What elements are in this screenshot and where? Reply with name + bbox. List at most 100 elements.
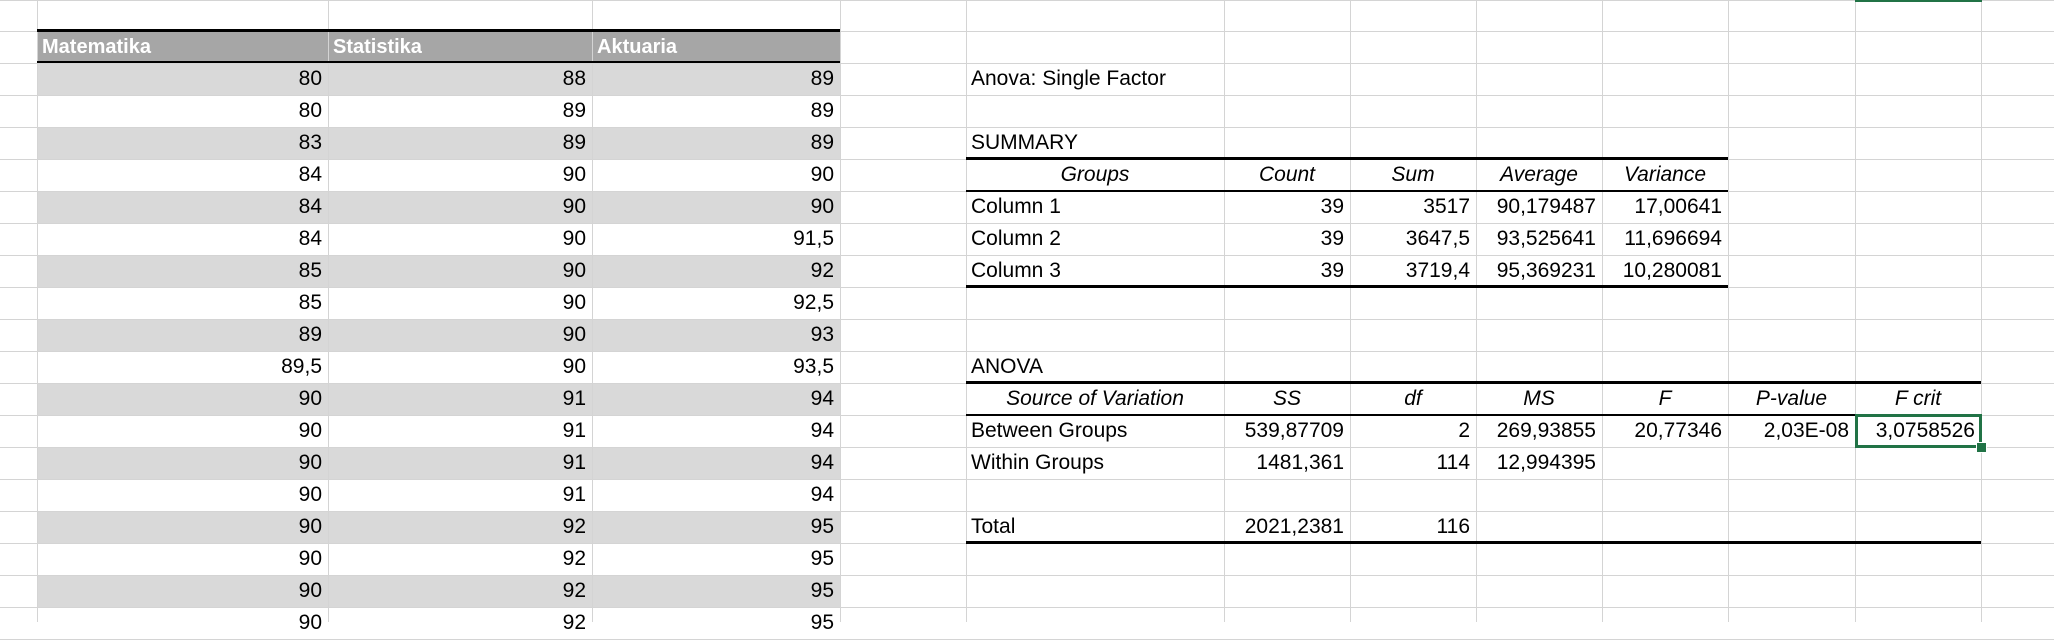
data-cell[interactable]: 90 bbox=[298, 579, 322, 602]
summary-header-groups[interactable]: Groups bbox=[1060, 163, 1130, 186]
anova-cell[interactable]: 3,0758526 bbox=[1875, 419, 1975, 442]
summary-header-sum[interactable]: Sum bbox=[1391, 163, 1435, 186]
data-cell[interactable]: 95 bbox=[810, 515, 834, 538]
summary-cell[interactable]: 39 bbox=[1320, 227, 1344, 250]
data-cell[interactable]: 90 bbox=[298, 515, 322, 538]
anova-cell[interactable]: 114 bbox=[1436, 451, 1470, 474]
data-cell[interactable]: 92 bbox=[562, 547, 586, 570]
data-cell[interactable]: 90 bbox=[562, 355, 586, 378]
data-cell[interactable]: 80 bbox=[298, 99, 322, 122]
summary-group-label[interactable]: Column 3 bbox=[971, 259, 1061, 282]
data-cell[interactable]: 90 bbox=[562, 259, 586, 282]
summary-cell[interactable]: 90,179487 bbox=[1496, 195, 1596, 218]
summary-group-label[interactable]: Column 1 bbox=[971, 195, 1061, 218]
anova-cell[interactable]: 2,03E-08 bbox=[1763, 419, 1849, 442]
summary-header-variance[interactable]: Variance bbox=[1623, 163, 1707, 186]
data-cell[interactable]: 90 bbox=[298, 547, 322, 570]
data-cell[interactable]: 92 bbox=[562, 579, 586, 602]
anova-title[interactable]: Anova: Single Factor bbox=[971, 67, 1166, 90]
data-cell[interactable]: 92,5 bbox=[793, 291, 834, 314]
data-cell[interactable]: 91 bbox=[562, 451, 586, 474]
data-cell[interactable]: 88 bbox=[562, 67, 586, 90]
data-cell[interactable]: 85 bbox=[298, 291, 322, 314]
summary-header-count[interactable]: Count bbox=[1258, 163, 1316, 186]
data-cell[interactable]: 91 bbox=[562, 483, 586, 506]
anova-header-f-crit[interactable]: F crit bbox=[1894, 387, 1942, 410]
data-cell[interactable]: 92 bbox=[810, 259, 834, 282]
column-header-aktuaria[interactable]: Aktuaria bbox=[597, 36, 678, 58]
data-cell[interactable]: 94 bbox=[810, 451, 834, 474]
summary-cell[interactable]: 3719,4 bbox=[1405, 259, 1470, 282]
summary-group-label[interactable]: Column 2 bbox=[971, 227, 1061, 250]
anova-source-label[interactable]: Total bbox=[971, 515, 1016, 538]
summary-header-average[interactable]: Average bbox=[1500, 163, 1578, 186]
data-cell[interactable]: 95 bbox=[810, 579, 834, 602]
data-cell[interactable]: 90 bbox=[562, 195, 586, 218]
data-cell[interactable]: 90 bbox=[298, 611, 322, 634]
data-cell[interactable]: 90 bbox=[298, 387, 322, 410]
data-cell[interactable]: 90 bbox=[562, 163, 586, 186]
anova-header-ss[interactable]: SS bbox=[1272, 387, 1301, 410]
data-cell[interactable]: 91 bbox=[562, 387, 586, 410]
summary-cell[interactable]: 3517 bbox=[1423, 195, 1470, 218]
anova-source-label[interactable]: Within Groups bbox=[971, 451, 1105, 474]
data-cell[interactable]: 90 bbox=[298, 419, 322, 442]
data-cell[interactable]: 92 bbox=[562, 611, 586, 634]
data-cell[interactable]: 92 bbox=[562, 515, 586, 538]
data-cell[interactable]: 84 bbox=[298, 163, 322, 186]
column-header-matematika[interactable]: Matematika bbox=[42, 36, 151, 58]
data-cell[interactable]: 83 bbox=[298, 131, 322, 154]
summary-cell[interactable]: 17,00641 bbox=[1634, 195, 1722, 218]
summary-cell[interactable]: 10,280081 bbox=[1622, 259, 1722, 282]
data-cell[interactable]: 89,5 bbox=[281, 355, 322, 378]
anova-cell[interactable]: 20,77346 bbox=[1634, 419, 1722, 442]
data-cell[interactable]: 84 bbox=[298, 195, 322, 218]
summary-cell[interactable]: 39 bbox=[1320, 259, 1344, 282]
summary-cell[interactable]: 93,525641 bbox=[1496, 227, 1596, 250]
anova-header-f[interactable]: F bbox=[1658, 387, 1672, 410]
data-cell[interactable]: 91,5 bbox=[793, 227, 834, 250]
anova-cell[interactable]: 12,994395 bbox=[1496, 451, 1596, 474]
summary-cell[interactable]: 39 bbox=[1320, 195, 1344, 218]
data-cell[interactable]: 93 bbox=[810, 323, 834, 346]
data-cell[interactable]: 90 bbox=[810, 195, 834, 218]
data-cell[interactable]: 89 bbox=[298, 323, 322, 346]
data-cell[interactable]: 94 bbox=[810, 387, 834, 410]
data-cell[interactable]: 90 bbox=[810, 163, 834, 186]
anova-header-source-of-variation[interactable]: Source of Variation bbox=[1006, 387, 1184, 410]
anova-cell[interactable]: 2 bbox=[1458, 419, 1470, 442]
data-cell[interactable]: 89 bbox=[562, 99, 586, 122]
data-cell[interactable]: 90 bbox=[298, 451, 322, 474]
data-cell[interactable]: 93,5 bbox=[793, 355, 834, 378]
data-cell[interactable]: 89 bbox=[810, 99, 834, 122]
anova-cell[interactable]: 539,87709 bbox=[1244, 419, 1344, 442]
anova-cell[interactable]: 269,93855 bbox=[1496, 419, 1596, 442]
anova-label[interactable]: ANOVA bbox=[971, 355, 1043, 378]
summary-label[interactable]: SUMMARY bbox=[971, 131, 1078, 154]
summary-cell[interactable]: 95,369231 bbox=[1496, 259, 1596, 282]
data-cell[interactable]: 95 bbox=[810, 611, 834, 634]
data-cell[interactable]: 80 bbox=[298, 67, 322, 90]
data-cell[interactable]: 84 bbox=[298, 227, 322, 250]
data-cell[interactable]: 91 bbox=[562, 419, 586, 442]
anova-source-label[interactable]: Between Groups bbox=[971, 419, 1128, 442]
column-header-statistika[interactable]: Statistika bbox=[333, 36, 422, 58]
data-cell[interactable]: 89 bbox=[562, 131, 586, 154]
anova-cell[interactable]: 116 bbox=[1436, 515, 1470, 538]
data-cell[interactable]: 90 bbox=[562, 323, 586, 346]
data-cell[interactable]: 94 bbox=[810, 483, 834, 506]
data-cell[interactable]: 95 bbox=[810, 547, 834, 570]
anova-cell[interactable]: 2021,2381 bbox=[1244, 515, 1344, 538]
data-cell[interactable]: 85 bbox=[298, 259, 322, 282]
data-cell[interactable]: 89 bbox=[810, 67, 834, 90]
summary-cell[interactable]: 11,696694 bbox=[1624, 227, 1722, 250]
anova-header-ms[interactable]: MS bbox=[1523, 387, 1555, 410]
data-cell[interactable]: 90 bbox=[562, 291, 586, 314]
anova-cell[interactable]: 1481,361 bbox=[1256, 451, 1344, 474]
summary-cell[interactable]: 3647,5 bbox=[1405, 227, 1470, 250]
data-cell[interactable]: 94 bbox=[810, 419, 834, 442]
data-cell[interactable]: 90 bbox=[298, 483, 322, 506]
anova-header-p-value[interactable]: P-value bbox=[1755, 387, 1828, 410]
data-cell[interactable]: 90 bbox=[562, 227, 586, 250]
